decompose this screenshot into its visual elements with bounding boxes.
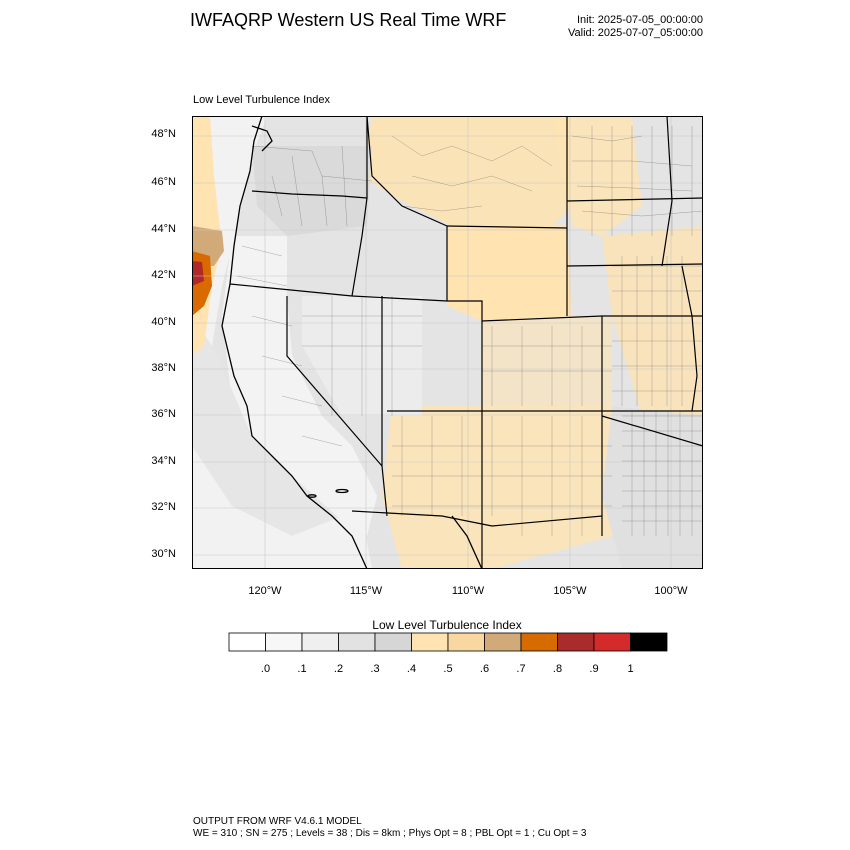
southwest-high: [382, 406, 612, 569]
colorbar-title: Low Level Turbulence Index: [372, 618, 522, 632]
southern-plains-low: [602, 406, 703, 569]
map-panel: [192, 115, 704, 570]
lon-label-105w: 105°W: [553, 585, 587, 597]
colorbar: [228, 632, 668, 652]
map-frame: [192, 116, 703, 569]
lat-label-44n: 44°N: [151, 223, 176, 235]
colorbar-tick-label: .6: [479, 663, 490, 675]
colorbar-swatch: [447, 632, 485, 652]
lon-label-120w: 120°W: [248, 585, 282, 597]
lat-label-46n: 46°N: [151, 176, 176, 188]
colorbar-tick-label: .9: [589, 663, 599, 675]
lon-label-110w: 110°W: [451, 585, 485, 597]
coastal-red-zone: [192, 261, 204, 286]
lon-label-115w: 115°W: [349, 585, 383, 597]
colorbar-tick-label: .4: [406, 663, 417, 675]
lat-label-32n: 32°N: [151, 501, 176, 513]
colorbar-swatch: [411, 632, 449, 652]
colorbar-swatch: [301, 632, 339, 652]
lat-label-40n: 40°N: [151, 316, 176, 328]
model-info: OUTPUT FROM WRF V4.6.1 MODEL WE = 310 ; …: [193, 816, 586, 840]
lat-label-30n: 30°N: [151, 548, 176, 560]
colorbar-tick-label: 1: [627, 663, 634, 675]
north-rockies-high: [362, 116, 572, 226]
colorado-high: [482, 316, 612, 406]
coastline: [221, 115, 483, 570]
model-info-line1: OUTPUT FROM WRF V4.6.1 MODEL: [193, 816, 362, 827]
colorbar-tick-label: .3: [370, 663, 380, 675]
lat-label-34n: 34°N: [151, 455, 176, 467]
colorbar-tick-label: .8: [552, 663, 563, 675]
lat-label-38n: 38°N: [151, 362, 176, 374]
colorbar-swatch: [630, 632, 668, 652]
colorbar-tick-label: .1: [297, 663, 307, 675]
lat-label-42n: 42°N: [151, 269, 176, 281]
pacific-northwest-low: [252, 146, 372, 236]
colorbar-swatch: [520, 632, 558, 652]
colorbar-tick-label: .7: [516, 663, 526, 675]
dakotas-high: [552, 116, 642, 236]
state-boundaries: [229, 115, 704, 569]
colorbar-swatch: [265, 632, 303, 652]
lon-label-100w: 100°W: [654, 585, 688, 597]
colorbar-tick-label: .2: [333, 663, 344, 675]
map-title: IWFAQRP Western US Real Time WRF: [190, 10, 507, 30]
colorbar-swatch: [593, 632, 631, 652]
lat-label-36n: 36°N: [151, 408, 176, 420]
colorbar-tick-label: .5: [443, 663, 453, 675]
colorbar-swatch: [374, 632, 412, 652]
wyoming-high: [447, 226, 572, 321]
colorbar-tick-label: .0: [260, 663, 271, 675]
plains-high: [602, 226, 703, 416]
valid-time: Valid: 2025-07-07_05:00:00: [568, 27, 703, 39]
lat-label-48n: 48°N: [151, 128, 176, 140]
colorbar-swatch: [557, 632, 595, 652]
west-coast-land-low: [222, 236, 377, 536]
time-info: Init: 2025-07-05_00:00:00 Valid: 2025-07…: [568, 14, 703, 40]
field-subtitle: Low Level Turbulence Index: [193, 94, 330, 106]
model-info-line2: WE = 310 ; SN = 275 ; Levels = 38 ; Dis …: [193, 828, 587, 839]
colorbar-swatch: [484, 632, 522, 652]
colorbar-swatch: [338, 632, 376, 652]
map-svg: [192, 115, 704, 570]
colorbar-swatch: [228, 632, 266, 652]
init-time: Init: 2025-07-05_00:00:00: [577, 14, 703, 26]
